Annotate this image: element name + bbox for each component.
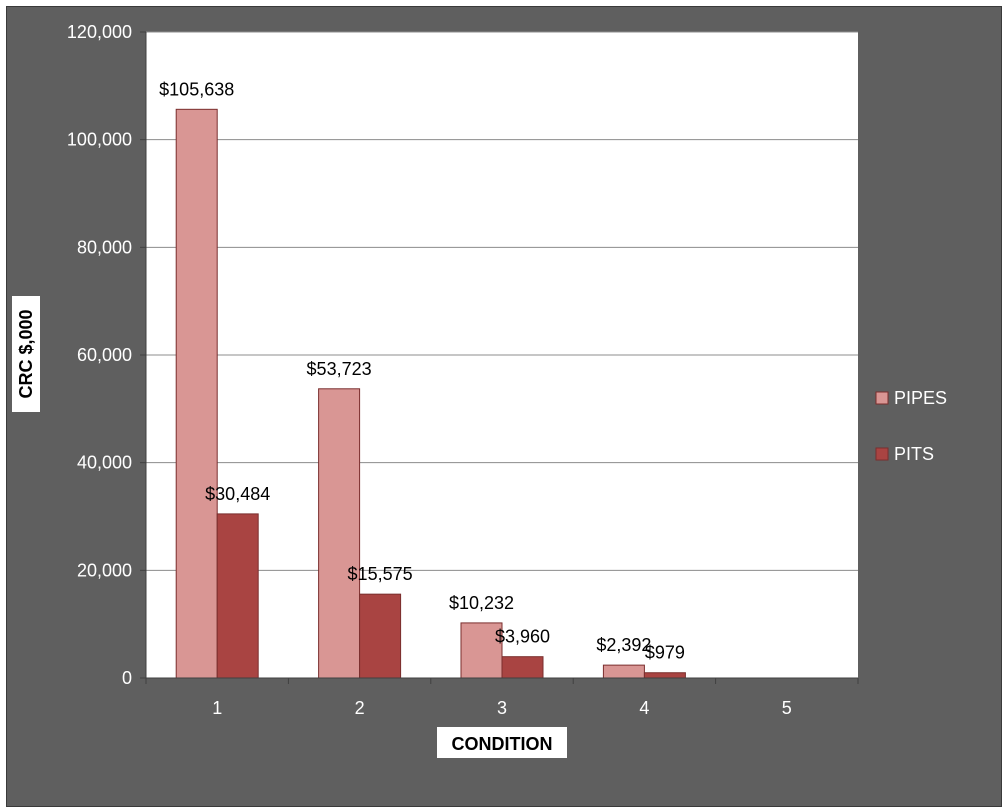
- y-tick-label: 40,000: [77, 453, 132, 473]
- bar-pipes: [318, 388, 361, 679]
- data-label-pipes: $2,392: [596, 635, 651, 655]
- bar-pipes: [602, 664, 645, 679]
- bars: [175, 108, 686, 679]
- x-axis-title: CONDITION: [452, 734, 553, 754]
- gridlines: [146, 31, 858, 571]
- data-label-pipes: $105,638: [159, 79, 234, 99]
- x-tick-label: 3: [497, 698, 507, 718]
- x-tick-label: 1: [212, 698, 222, 718]
- x-tick-label: 2: [355, 698, 365, 718]
- data-label-pipes: $53,723: [307, 359, 372, 379]
- data-labels: $105,638 $30,484 $53,723 $15,575 $10,232 $3,9…: [159, 79, 685, 662]
- data-label-pits: $979: [645, 643, 685, 663]
- data-label-pits: $3,960: [495, 627, 550, 647]
- axes: 0 20,000 40,000 60,000 80,000 100,000 120,000 1…: [67, 22, 859, 718]
- x-axis-title-group: CONDITION: [437, 727, 567, 758]
- y-axis-title-group: CRC $,000: [12, 296, 40, 412]
- bar-pits: [501, 656, 544, 679]
- legend-label-pipes: PIPES: [894, 388, 947, 408]
- y-tick-label: 100,000: [67, 130, 132, 150]
- y-tick-label: 120,000: [67, 22, 132, 42]
- data-label-pits: $15,575: [348, 564, 413, 584]
- y-axis-title-bg: [12, 296, 40, 412]
- y-tick-label: 0: [122, 668, 132, 688]
- y-tick-label: 60,000: [77, 345, 132, 365]
- x-axis-title-bg: [437, 727, 567, 758]
- x-tick-label: 5: [782, 698, 792, 718]
- x-tick-label: 4: [639, 698, 649, 718]
- y-tick-label: 20,000: [77, 560, 132, 580]
- legend: PIPES PITS: [875, 388, 947, 464]
- legend-label-pits: PITS: [894, 444, 934, 464]
- legend-swatch-pits: [875, 447, 889, 461]
- bar-pipes: [460, 622, 503, 679]
- bar-pits: [643, 672, 686, 679]
- bar-pipes: [175, 108, 218, 679]
- bar-pits: [359, 593, 402, 679]
- y-axis-title: CRC $,000: [16, 309, 36, 398]
- y-tick-label: 80,000: [77, 237, 132, 257]
- bar-pits: [216, 513, 259, 679]
- legend-swatch-pipes: [875, 391, 889, 405]
- data-label-pits: $30,484: [205, 484, 270, 504]
- data-label-pipes: $10,232: [449, 593, 514, 613]
